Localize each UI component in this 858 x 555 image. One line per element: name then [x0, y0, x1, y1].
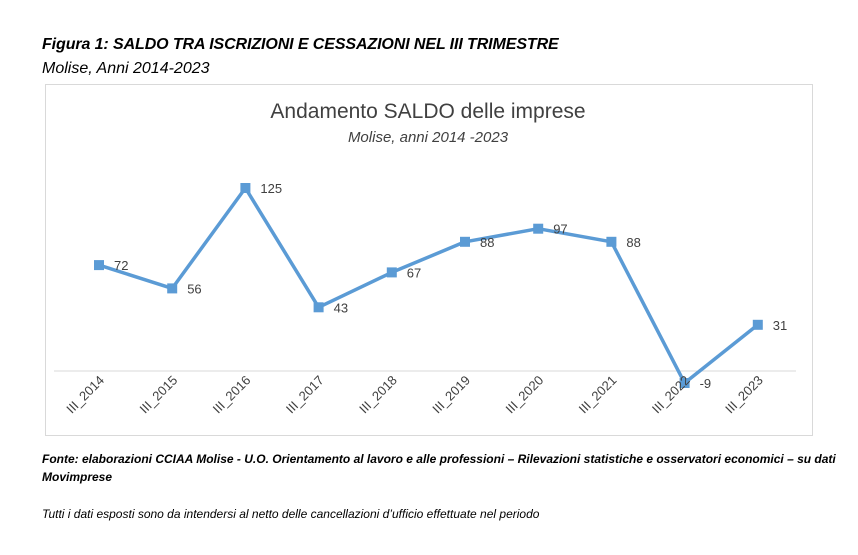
data-point — [240, 183, 251, 193]
data-point — [94, 260, 104, 271]
x-tick-label: III_2015 — [136, 373, 180, 417]
data-point — [679, 378, 690, 388]
x-tick-label: III_2018 — [356, 373, 400, 417]
chart-subtitle: Molise, anni 2014 -2023 — [348, 129, 509, 146]
data-point — [167, 283, 178, 294]
series-line — [98, 186, 759, 385]
line-chart: Andamento SALDO delle imprese Molise, an… — [54, 100, 796, 417]
data-label: 31 — [773, 318, 787, 333]
data-label: 67 — [407, 265, 421, 280]
data-point — [606, 236, 617, 247]
data-label: -9 — [700, 376, 712, 391]
chart-title: Andamento SALDO delle imprese — [270, 100, 585, 123]
x-tick-label: III_2020 — [502, 373, 546, 417]
x-tick-label: III_2014 — [63, 373, 107, 417]
chart-area: Andamento SALDO delle imprese Molise, an… — [45, 84, 813, 436]
x-tick-label: III_2017 — [283, 373, 327, 417]
data-label: 125 — [260, 181, 282, 196]
data-point — [386, 267, 397, 278]
data-point — [752, 319, 763, 330]
data-label: 72 — [114, 258, 128, 273]
x-tick-label: III_2023 — [722, 373, 766, 417]
data-label: 43 — [334, 300, 348, 315]
data-label: 97 — [553, 222, 567, 237]
figure-title: Figura 1: SALDO TRA ISCRIZIONI E CESSAZI… — [42, 36, 559, 53]
data-point — [533, 223, 544, 234]
x-tick-label: III_2021 — [576, 373, 620, 417]
data-note: Tutti i dati esposti sono da intendersi … — [42, 507, 540, 521]
data-point — [460, 236, 470, 247]
data-point — [313, 302, 324, 313]
data-label: 56 — [187, 281, 201, 296]
x-tick-label: III_2019 — [429, 373, 473, 417]
source-note: Fonte: elaborazioni CCIAA Molise - U.O. … — [42, 452, 836, 484]
data-label: 88 — [480, 235, 494, 250]
x-tick-label: III_2016 — [210, 373, 254, 417]
figure-subtitle: Molise, Anni 2014-2023 — [42, 60, 210, 77]
data-label: 88 — [626, 235, 640, 250]
x-tick-label: III_2022 — [649, 373, 693, 417]
